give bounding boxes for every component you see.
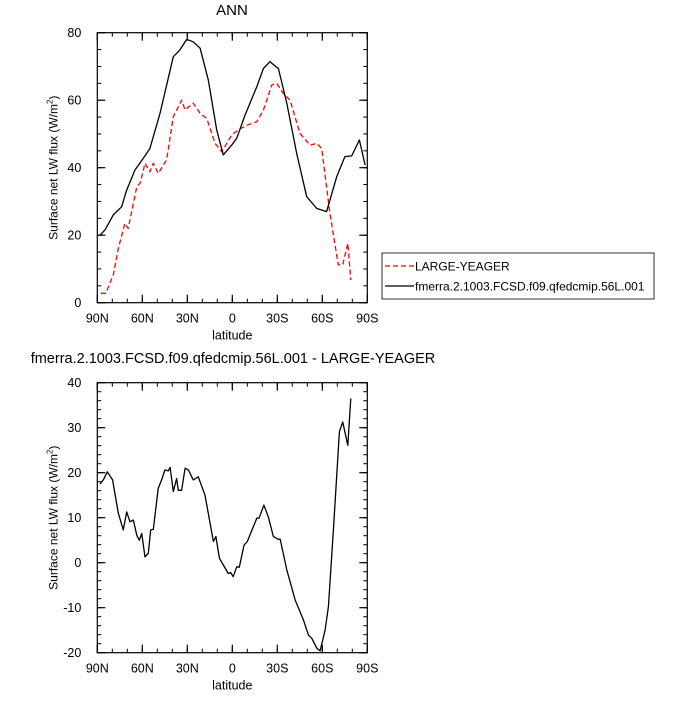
series-line-fmerra [99,38,366,236]
y-tick-label: -20 [63,646,81,660]
x-tick-label: 0 [229,312,236,326]
x-axis-label: latitude [212,679,252,693]
y-tick-label: 20 [67,229,81,243]
x-tick-label: 30N [176,662,199,676]
y-tick-label: 40 [67,376,81,390]
y-axis-label-end: ) [46,446,60,450]
chart-title: fmerra.2.1003.FCSD.f09.qfedcmip.56L.001 … [31,351,436,367]
series-line-large-yeager [100,82,352,294]
y-tick-label: 10 [67,511,81,525]
x-tick-label: 30S [266,312,288,326]
legend-label: fmerra.2.1003.FCSD.f09.qfedcmip.56L.001 [415,280,645,294]
y-tick-label: 30 [67,421,81,435]
legend-label: LARGE-YEAGER [415,260,510,274]
plot-frame [96,382,368,654]
top-plot-annual-lw-flux: ANN 90N 60N 30N 0 30S 60S 90S 0 20 40 60 80 latitude S… [45,2,655,343]
y-tick-label: 40 [67,161,81,175]
y-axis-label-main: Surface net LW flux (W/m [46,454,60,590]
bottom-plot-difference: fmerra.2.1003.FCSD.f09.qfedcmip.56L.001 … [31,351,436,693]
y-tick-label: 0 [74,296,81,310]
x-tick-label: 60N [131,312,154,326]
x-axis-label: latitude [212,329,252,343]
y-tick-label: 0 [74,556,81,570]
y-tick-label: -10 [63,601,81,615]
x-tick-label: 0 [229,662,236,676]
x-tick-label: 60S [311,312,333,326]
chart-title: ANN [216,2,248,19]
x-tick-label: 60N [131,662,154,676]
y-axis-label: Surface net LW flux (W/m2) [45,446,60,590]
x-tick-label: 90S [356,312,378,326]
x-tick-label: 90S [356,662,378,676]
y-tick-label: 80 [67,26,81,40]
y-axis-label: Surface net LW flux (W/m2) [45,96,60,240]
legend-box [381,252,655,300]
x-tick-label: 30N [176,312,199,326]
y-tick-label: 20 [67,466,81,480]
y-axis-label-main: Surface net LW flux (W/m [46,104,60,240]
y-axis-label-end: ) [46,96,60,100]
x-tick-label: 30S [266,662,288,676]
y-axis-label-superscript: 2 [45,449,54,454]
plot-frame [96,32,368,304]
x-tick-label: 90N [86,662,109,676]
x-tick-label: 90N [86,312,109,326]
x-tick-label: 60S [311,662,333,676]
y-tick-label: 60 [67,94,81,108]
y-axis-label-superscript: 2 [45,99,54,104]
series-line-difference [99,398,352,652]
legend: LARGE-YEAGER fmerra.2.1003.FCSD.f09.qfedc… [381,252,655,300]
